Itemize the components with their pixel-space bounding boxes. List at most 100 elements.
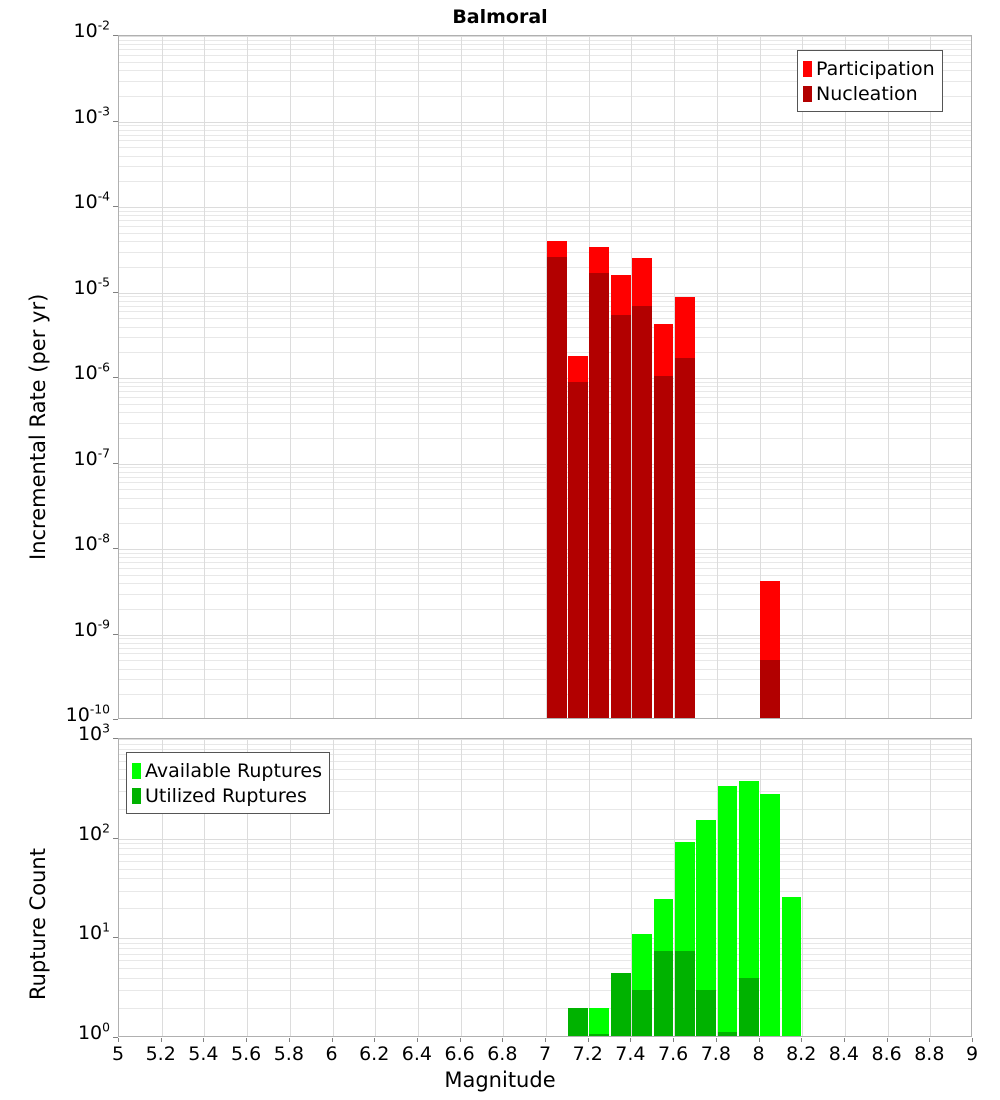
nucleation-bar [674, 358, 695, 718]
x-tick-label: 6 [325, 1043, 338, 1065]
x-tick-label: 6.4 [401, 1043, 432, 1065]
gridline-horizontal [119, 523, 971, 524]
gridline-horizontal [119, 140, 971, 141]
gridline-horizontal [119, 660, 971, 661]
gridline-horizontal [119, 854, 971, 855]
legend-swatch-icon [132, 787, 141, 804]
x-tick-mark [203, 1038, 204, 1042]
gridline-horizontal [119, 423, 971, 424]
legend-swatch-icon [132, 762, 141, 779]
gridline-horizontal [119, 809, 971, 810]
x-tick-label: 6.2 [359, 1043, 390, 1065]
gridline-horizontal [119, 412, 971, 413]
gridline-vertical [631, 36, 632, 718]
rupture-count-legend[interactable]: Available Ruptures Utilized Ruptures [126, 752, 330, 814]
gridline-vertical [247, 36, 248, 718]
gridline-horizontal [119, 553, 971, 554]
gridline-horizontal [119, 36, 971, 37]
gridline-horizontal [119, 267, 971, 268]
gridline-horizontal [119, 648, 971, 649]
legend-swatch-icon [803, 60, 812, 77]
gridline-horizontal [119, 397, 971, 398]
gridline-horizontal [119, 878, 971, 879]
gridline-horizontal [119, 739, 971, 740]
y-tick-mark [113, 292, 118, 293]
gridline-horizontal [119, 226, 971, 227]
gridline-horizontal [119, 609, 971, 610]
legend-item[interactable]: Utilized Ruptures [132, 783, 322, 808]
x-tick-label: 5.2 [145, 1043, 176, 1065]
legend-item[interactable]: Participation [803, 56, 935, 81]
gridline-horizontal [119, 62, 971, 63]
gridline-horizontal [119, 908, 971, 909]
gridline-vertical [162, 36, 163, 718]
gridline-vertical [717, 739, 718, 1036]
gridline-horizontal [119, 482, 971, 483]
y-tick-mark [113, 206, 118, 207]
available-ruptures-bar [589, 1007, 610, 1036]
available-ruptures-bar [738, 780, 759, 1036]
gridline-horizontal [119, 337, 971, 338]
gridline-horizontal [119, 166, 971, 167]
gridline-horizontal [119, 943, 971, 944]
x-tick-label: 5 [111, 1043, 125, 1065]
nucleation-bar [632, 305, 652, 718]
gridline-horizontal [119, 391, 971, 392]
gridline-vertical [503, 739, 504, 1036]
x-tick-label: 8.2 [786, 1043, 817, 1065]
gridline-horizontal [119, 968, 971, 969]
y-tick-mark [113, 377, 118, 378]
gridline-horizontal [119, 869, 971, 870]
utilized-ruptures-bar [674, 950, 695, 1036]
gridline-horizontal [119, 296, 971, 297]
gridline-horizontal [119, 938, 971, 939]
nucleation-bar [546, 257, 567, 718]
bottom-chart-y-axis-label: Rupture Count [26, 848, 50, 1000]
gridline-horizontal [119, 653, 971, 654]
gridline-horizontal [119, 635, 971, 636]
y-tick-label: 100 [77, 1020, 110, 1044]
y-tick-mark [113, 121, 118, 122]
gridline-horizontal [119, 948, 971, 949]
gridline-vertical [546, 739, 547, 1036]
x-tick-label: 7.8 [700, 1043, 731, 1065]
gridline-vertical [333, 739, 334, 1036]
x-tick-label: 8.4 [828, 1043, 859, 1065]
gridline-horizontal [119, 215, 971, 216]
gridline-vertical [631, 739, 632, 1036]
nucleation-bar [610, 314, 631, 718]
gridline-horizontal [119, 861, 971, 862]
gridline-horizontal [119, 557, 971, 558]
x-tick-mark [502, 1038, 503, 1042]
gridline-horizontal [119, 508, 971, 509]
gridline-horizontal [119, 438, 971, 439]
legend-item[interactable]: Available Ruptures [132, 758, 322, 783]
x-tick-mark [801, 1038, 802, 1042]
gridline-horizontal [119, 44, 971, 45]
gridline-horizontal [119, 156, 971, 157]
y-tick-label: 10-2 [73, 18, 111, 42]
x-tick-mark [972, 1038, 973, 1042]
x-tick-label: 7.4 [615, 1043, 646, 1065]
page-title: Balmoral [452, 6, 548, 28]
gridline-vertical [162, 739, 163, 1036]
gridline-horizontal [119, 327, 971, 328]
gridline-vertical [375, 36, 376, 718]
gridline-horizontal [119, 594, 971, 595]
legend-item[interactable]: Nucleation [803, 81, 935, 106]
gridline-horizontal [119, 378, 971, 379]
gridline-vertical [674, 739, 675, 1036]
gridline-horizontal [119, 839, 971, 840]
y-tick-label: 10-7 [73, 446, 111, 470]
utilized-ruptures-bar [738, 977, 759, 1036]
gridline-vertical [461, 739, 462, 1036]
gridline-vertical [589, 739, 590, 1036]
y-tick-label: 10-8 [73, 531, 111, 555]
x-tick-label: 5.6 [230, 1043, 262, 1065]
gridline-horizontal [119, 96, 971, 97]
x-tick-label: 9 [965, 1043, 979, 1065]
gridline-horizontal [119, 472, 971, 473]
gridline-horizontal [119, 293, 971, 294]
gridline-horizontal [119, 978, 971, 979]
incremental-rate-legend[interactable]: Participation Nucleation [797, 50, 943, 112]
